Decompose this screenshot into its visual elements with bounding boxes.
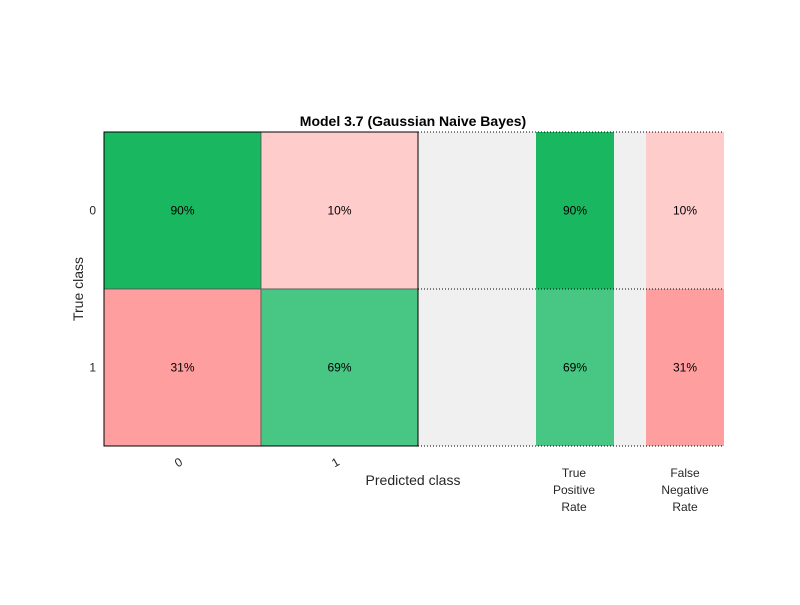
summary-column-label: Negative: [661, 483, 709, 497]
chart-title: Model 3.7 (Gaussian Naive Bayes): [300, 113, 526, 129]
matrix-cell-value: 10%: [327, 204, 351, 218]
x-tick-label: 0: [172, 455, 185, 471]
y-tick-label: 1: [89, 361, 96, 375]
summary-column-label: Rate: [672, 500, 698, 514]
matrix-cell: [260, 288, 419, 447]
summary-cell-value: 69%: [563, 361, 587, 375]
matrix-cell-value: 69%: [327, 361, 351, 375]
summary-cell-value: 10%: [673, 204, 697, 218]
summary-cell-value: 90%: [563, 204, 587, 218]
summary-column-label: False: [670, 466, 700, 480]
matrix-cell-value: 90%: [170, 204, 194, 218]
y-tick-label: 0: [89, 204, 96, 218]
matrix-labels: True Positive Rate False Negative Rate 0 1 0 1: [89, 204, 709, 515]
summary-columns: 90% 69% 10% 31%: [418, 131, 724, 447]
summary-cell: [536, 289, 614, 446]
matrix-cell: [260, 131, 419, 290]
summary-cell: [646, 289, 724, 446]
matrix-border: [103, 131, 419, 447]
x-tick-label: 1: [329, 455, 342, 471]
matrix-cells: 90% 10% 31% 69%: [103, 131, 419, 447]
y-axis-label: True class: [70, 257, 86, 321]
summary-cell: [646, 132, 724, 289]
summary-column-label: True: [562, 466, 587, 480]
x-axis-label: Predicted class: [366, 472, 461, 488]
matrix-cell-value: 31%: [170, 361, 194, 375]
summary-column-label: Rate: [561, 500, 587, 514]
summary-column-label: Positive: [553, 483, 595, 497]
matrix-cell: [103, 288, 262, 447]
summary-cell-value: 31%: [673, 361, 697, 375]
summary-cell: [536, 132, 614, 289]
